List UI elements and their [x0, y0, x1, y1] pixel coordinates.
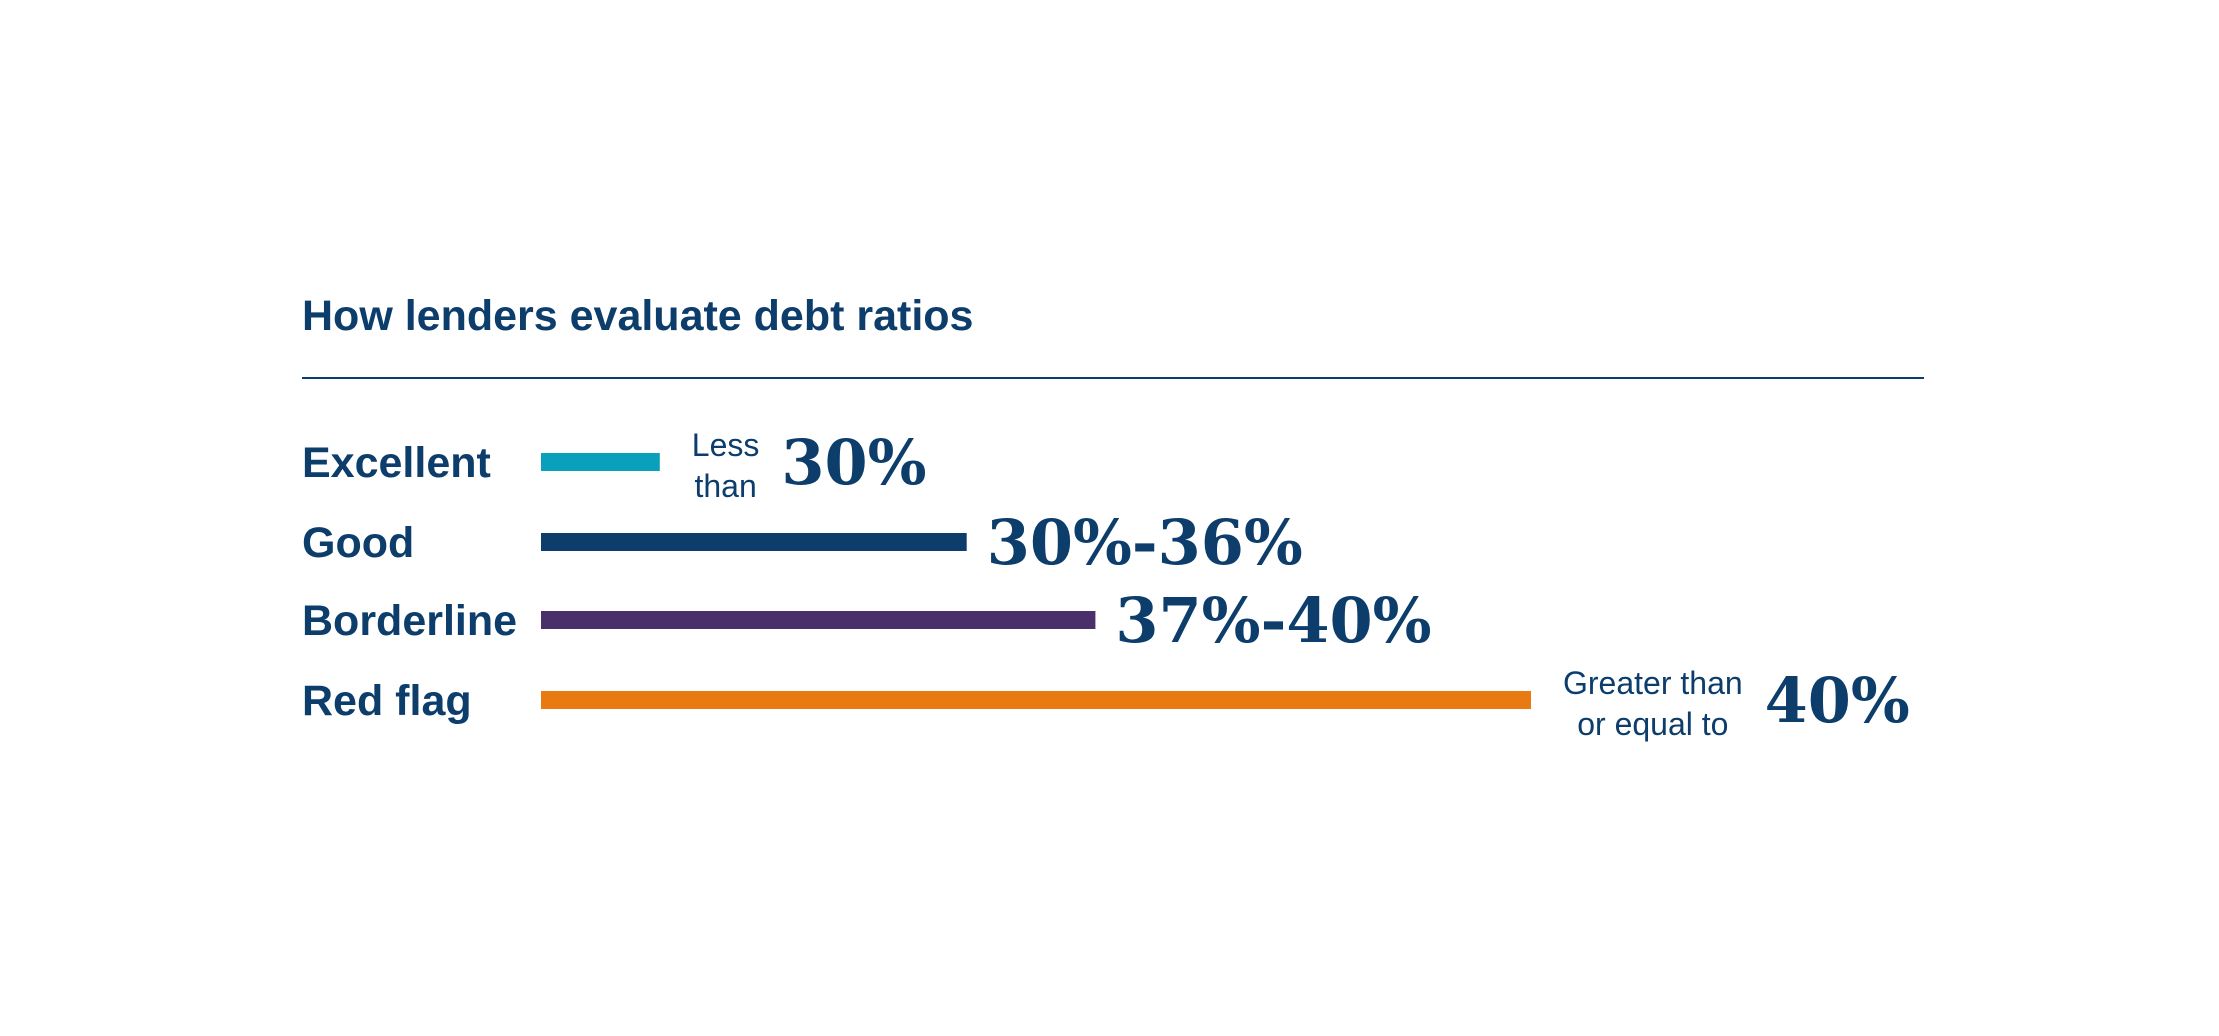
range-prefix-excellent-1: Less — [692, 427, 760, 463]
value-label-good: 30%-36% — [987, 506, 1303, 579]
chart-rows: Excellent Less than 30% Good 30%-36% Borderlin… — [302, 426, 1910, 742]
range-prefix-red-flag-2: or equal to — [1577, 706, 1728, 742]
bar-good — [541, 533, 967, 551]
category-label-borderline: Borderline — [302, 597, 517, 645]
category-label-good: Good — [302, 519, 414, 567]
chart-title: How lenders evaluate debt ratios — [302, 292, 973, 340]
bar-red-flag — [541, 691, 1531, 709]
category-label-excellent: Excellent — [302, 439, 491, 487]
value-label-excellent: 30% — [781, 426, 926, 499]
value-label-borderline: 37%-40% — [1115, 584, 1431, 657]
category-label-red-flag: Red flag — [302, 677, 472, 725]
range-prefix-red-flag-1: Greater than — [1563, 665, 1743, 701]
bar-borderline — [541, 611, 1096, 629]
range-prefix-excellent-2: than — [694, 468, 756, 504]
bar-excellent — [541, 453, 660, 471]
value-label-red-flag: 40% — [1765, 664, 1910, 737]
